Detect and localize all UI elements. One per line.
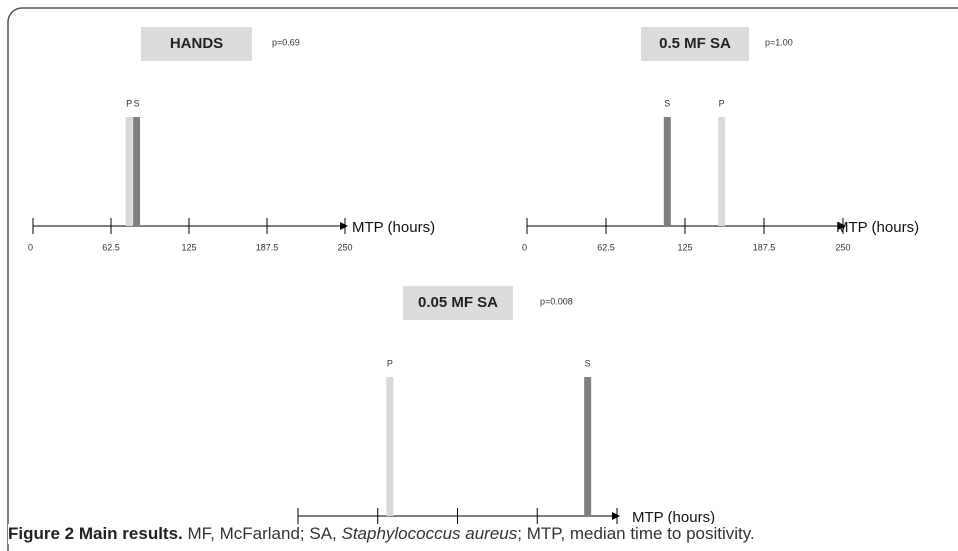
caption-text: Staphylococcus aureus [341,524,518,543]
bar-label: P [387,358,393,368]
bar-label: P [126,98,132,108]
annotation: p=0.008 [540,296,573,306]
caption: Figure 2 Main results. MF, McFarland; SA… [8,524,759,544]
x-tick-label: 125 [181,242,196,252]
axis-arrow [340,222,348,230]
bar [133,117,141,226]
x-tick-label: 62.5 [102,242,120,252]
axis-arrow [838,222,846,230]
annotation: p=1.00 [765,37,793,47]
panel-title: HANDS [170,35,223,52]
x-tick-label: 187.5 [753,242,776,252]
x-tick-label: 0 [522,242,527,252]
x-tick-label: 62.5 [597,242,615,252]
x-axis-label: MTP (hours) [352,219,435,236]
bar [125,117,133,226]
bar-label: S [134,98,140,108]
bar [386,377,394,516]
bar-label: P [719,98,725,108]
x-tick-label: 187.5 [256,242,279,252]
caption-label: Figure 2 Main results. [8,524,183,543]
x-tick-label: 0 [28,242,33,252]
panel-title: 0.5 MF SA [659,35,731,52]
axis-arrow [612,512,620,520]
frame [7,7,958,551]
bar [584,377,592,516]
caption-text: ; MTP, median time to positivity. [517,524,755,543]
bar-label: S [664,98,670,108]
caption-text: MF, McFarland; SA, [187,524,342,543]
x-tick-label: 125 [677,242,692,252]
x-axis-label: MTP (hours) [836,219,919,236]
title-box [141,27,252,61]
bar [663,117,671,226]
x-axis-label: MTP (hours) [632,509,715,526]
title-box [641,27,749,61]
x-tick-label: 250 [835,242,850,252]
bar-label: S [585,358,591,368]
title-box [403,286,513,320]
annotation: p=0.69 [272,37,300,47]
panel-title: 0.05 MF SA [418,294,498,311]
x-tick-label: 250 [337,242,352,252]
bar [718,117,726,226]
